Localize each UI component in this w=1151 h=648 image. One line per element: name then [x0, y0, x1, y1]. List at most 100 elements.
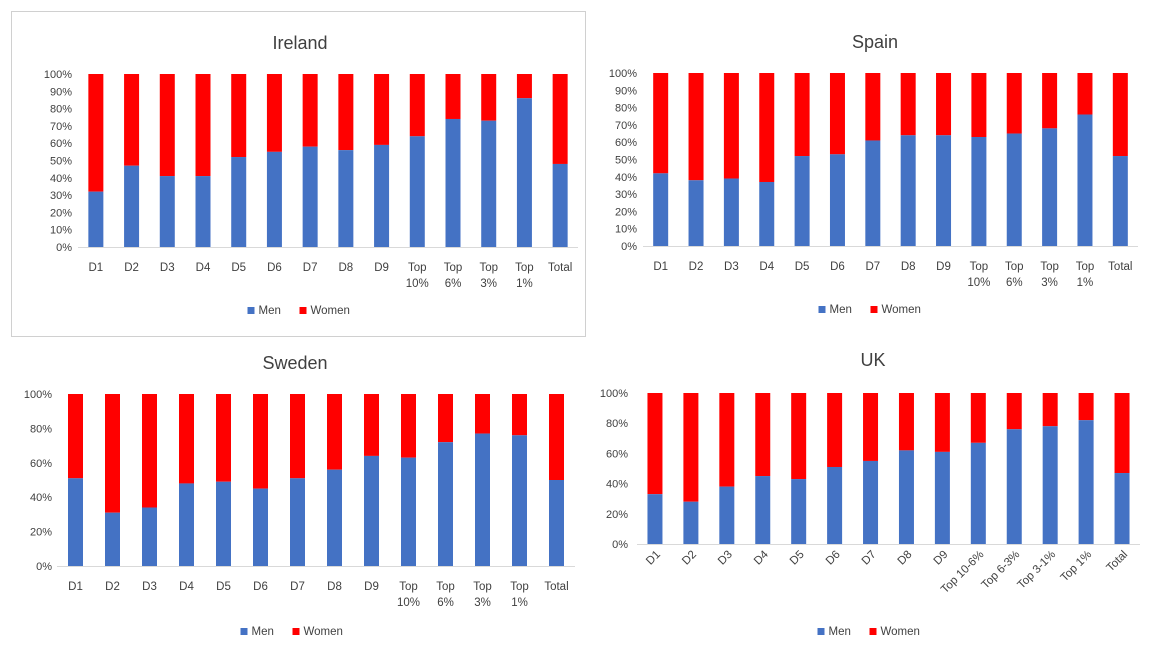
bar-women	[266, 74, 282, 152]
bar-men	[791, 479, 807, 544]
y-tick-label: 20%	[50, 207, 72, 219]
y-tick-label: 0%	[36, 561, 52, 573]
bar-women	[179, 394, 194, 484]
y-tick-label: 50%	[615, 155, 637, 167]
x-category-label-line: D2	[105, 581, 120, 593]
bar-men	[195, 176, 211, 247]
legend-label-men: Men	[830, 304, 852, 316]
x-category-label-line: D1	[89, 262, 104, 274]
y-tick-label: 100%	[44, 69, 72, 81]
legend: Men Women	[817, 626, 920, 638]
bar-women	[290, 394, 305, 479]
x-category-label-line: 1%	[516, 278, 533, 290]
bar-men	[1112, 156, 1128, 246]
y-tick-label: 80%	[50, 104, 72, 116]
chart-title-sweden: Sweden	[262, 353, 327, 373]
bar-women	[1006, 393, 1022, 430]
x-category-label-line: D2	[124, 262, 139, 274]
bar-men	[971, 137, 987, 246]
chart-ireland: Ireland 0% 10% 20% 30% 40% 50% 60% 70% 80% 90% 100%…	[11, 11, 586, 337]
x-category-label: D8	[901, 261, 916, 273]
bar-men	[829, 154, 845, 246]
bar-men	[374, 144, 390, 247]
bar-men	[159, 176, 175, 247]
legend-swatch-men	[817, 628, 825, 635]
x-category-label-line: Top	[510, 581, 529, 593]
bar-women	[409, 74, 425, 137]
bar-men	[755, 476, 771, 544]
x-category-label-line: 10%	[406, 278, 429, 290]
bar-women	[1006, 73, 1022, 134]
bar-women	[327, 394, 342, 470]
bar-women	[829, 73, 845, 155]
y-tick-label: 60%	[30, 458, 52, 470]
x-category-label: Top 3%	[479, 262, 498, 290]
x-category-label: D2	[105, 581, 120, 593]
legend-swatch-men	[247, 307, 255, 314]
bar-women	[1078, 393, 1094, 421]
x-category-label-line: 6%	[1006, 277, 1023, 289]
bar-women	[653, 73, 669, 174]
bar-women	[68, 394, 83, 479]
bar-women	[688, 73, 704, 181]
x-category-label: Top 6%	[1005, 261, 1024, 289]
x-category-label-line: 10%	[967, 277, 990, 289]
chart-spain: Spain 0% 10% 20% 30% 40% 50% 60% 70% 80% 90% 100% D1…	[588, 11, 1151, 337]
y-tick-label: 40%	[606, 479, 628, 491]
bar-women	[374, 74, 390, 145]
bar-women	[1114, 393, 1130, 474]
y-tick-label: 0%	[621, 241, 637, 253]
x-category-label-line: D3	[724, 261, 739, 273]
bar-women	[647, 393, 663, 495]
bar-women	[900, 73, 916, 136]
bar-men	[683, 501, 699, 544]
bar-women	[481, 74, 497, 121]
legend-swatch-women	[869, 628, 877, 635]
x-category-label-line: D5	[216, 581, 231, 593]
bar-men	[481, 120, 497, 247]
bar-men	[863, 460, 879, 544]
bar-men	[688, 180, 704, 246]
bar-women	[475, 394, 490, 434]
legend-swatch-men	[818, 306, 826, 313]
x-category-label: D8	[327, 581, 342, 593]
bar-men	[445, 118, 461, 247]
bar-women	[794, 73, 810, 157]
legend: Men Women	[240, 626, 343, 638]
x-category-label-line: D8	[339, 262, 354, 274]
x-category-label: D9	[364, 581, 379, 593]
x-category-label: D6	[824, 549, 843, 568]
x-category-label: Top 1%	[1059, 549, 1095, 585]
x-category-label: D1	[68, 581, 83, 593]
chart-svg-uk: UK 0% 20% 40% 60% 80% 100% D1 D2 D3 D4 D5 D6 D7 D8 D9 To…	[600, 350, 1140, 638]
x-category-label: D9	[936, 261, 951, 273]
x-category-label-line: Top	[479, 262, 498, 274]
bar-men	[179, 483, 194, 566]
x-category-label: D7	[290, 581, 305, 593]
bar-men	[1078, 420, 1094, 544]
bar-women	[971, 73, 987, 138]
bar-women	[934, 393, 950, 452]
bar-women	[142, 394, 157, 508]
legend-label-women: Women	[311, 305, 350, 317]
y-tick-label: 40%	[30, 492, 52, 504]
x-category-label: D4	[196, 262, 211, 274]
y-tick-label: 40%	[50, 173, 72, 185]
x-category-label-line: D3	[160, 262, 175, 274]
bar-women	[364, 394, 379, 456]
bar-men	[105, 512, 120, 566]
legend-swatch-men	[240, 628, 248, 635]
x-category-label-line: Top	[399, 581, 418, 593]
x-category-label-line: D5	[231, 262, 246, 274]
bar-women	[755, 393, 771, 477]
bar-men	[719, 486, 735, 544]
x-category-label-line: D8	[901, 261, 916, 273]
x-category-label-line: D7	[290, 581, 305, 593]
x-category-label-line: Top	[444, 262, 463, 274]
y-tick-label: 0%	[56, 242, 72, 254]
y-tick-label: 70%	[50, 121, 72, 133]
bar-women	[401, 394, 416, 458]
bar-women	[791, 393, 807, 480]
bar-women	[231, 74, 247, 158]
bar-men	[549, 480, 564, 566]
